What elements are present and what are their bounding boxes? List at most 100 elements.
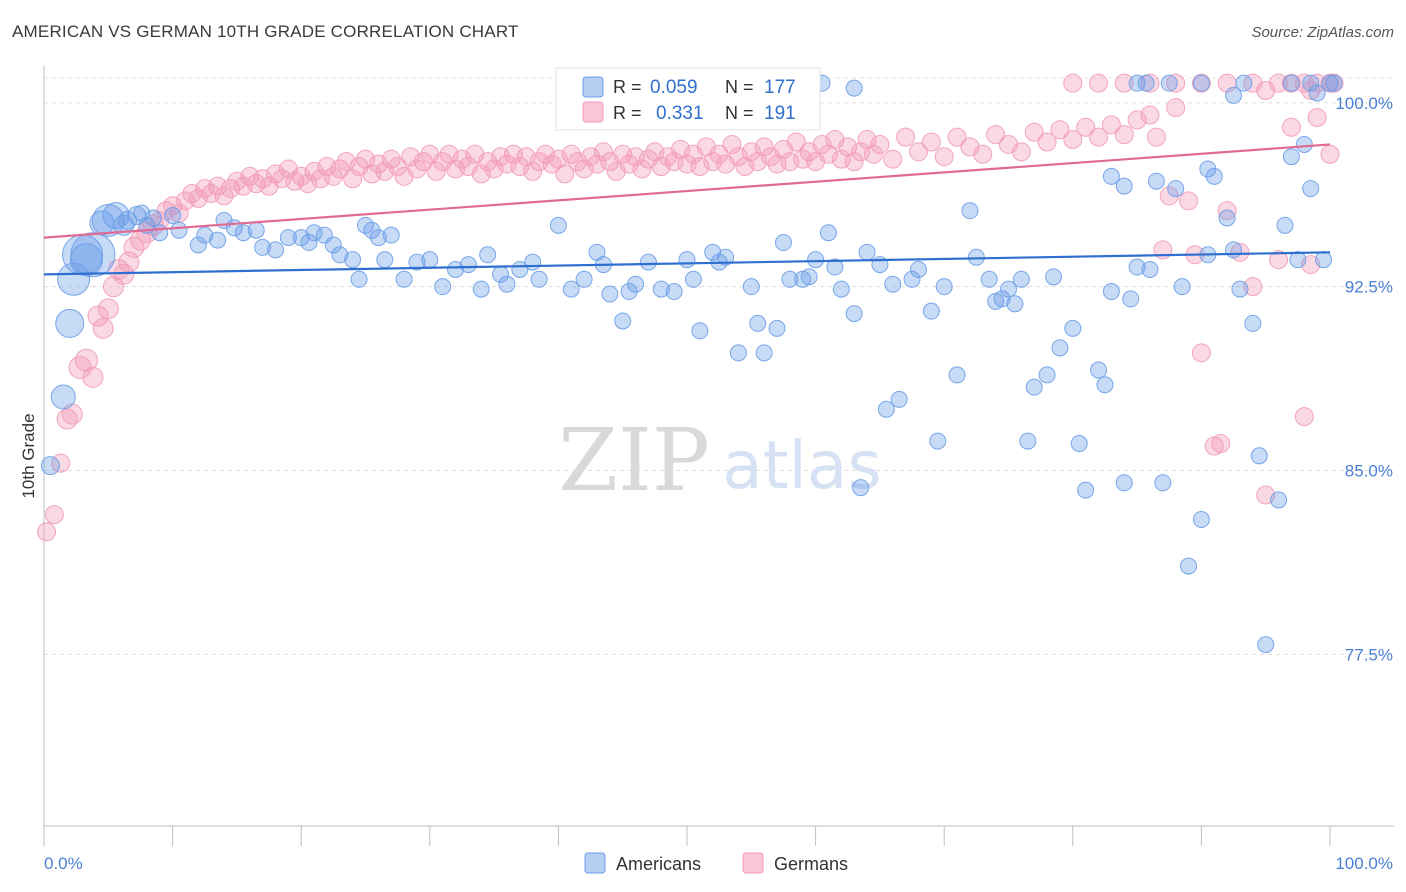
point-americans (903, 270, 921, 288)
point-americans (1199, 160, 1217, 178)
stats-n-label-americans: N = (725, 77, 754, 97)
point-americans (852, 479, 870, 497)
stats-legend: R = 0.059 N = 177 R = 0.331 N = 191 (555, 67, 821, 131)
point-germans (1217, 201, 1237, 221)
point-germans (973, 144, 993, 164)
point-germans (1101, 115, 1121, 135)
point-americans (575, 270, 593, 288)
watermark-zip: ZIP (558, 411, 710, 511)
point-americans (331, 246, 349, 264)
point-americans (1231, 280, 1249, 298)
point-americans (877, 400, 895, 418)
point-americans (1019, 432, 1037, 450)
point-americans (1270, 491, 1288, 509)
point-germans (478, 152, 498, 172)
point-americans (1006, 295, 1024, 313)
point-americans (395, 270, 413, 288)
point-americans (472, 280, 490, 298)
point-americans (434, 278, 452, 296)
point-americans (1250, 447, 1268, 465)
point-germans (1146, 127, 1166, 147)
stats-n-value-americans: 177 (764, 77, 796, 98)
point-americans (961, 202, 979, 220)
point-americans (209, 231, 227, 249)
point-americans (1115, 474, 1133, 492)
point-germans (1050, 120, 1070, 140)
point-americans (768, 319, 786, 337)
point-germans (561, 144, 581, 164)
point-germans (863, 144, 883, 164)
point-germans (555, 164, 575, 184)
point-germans (883, 149, 903, 169)
stats-r-label-germans: R = (613, 103, 642, 123)
stats-r-value-americans: 0.059 (650, 77, 698, 98)
point-americans (1160, 74, 1178, 92)
point-americans (1115, 177, 1133, 195)
point-americans (1137, 74, 1155, 92)
point-germans (593, 142, 613, 162)
point-americans (1077, 481, 1095, 499)
point-americans (118, 210, 138, 230)
point-germans (568, 152, 588, 172)
legend-label-americans: Americans (616, 854, 701, 874)
point-americans (684, 270, 702, 288)
point-americans (1012, 270, 1030, 288)
point-germans (413, 152, 433, 172)
point-americans (1141, 260, 1159, 278)
point-americans (993, 290, 1011, 308)
legend-label-germans: Germans (774, 854, 848, 874)
point-americans (601, 285, 619, 303)
point-germans (542, 154, 562, 174)
point-germans (1191, 73, 1211, 93)
point-germans (102, 276, 124, 298)
point-americans (832, 280, 850, 298)
stats-n-value-germans: 191 (764, 103, 796, 124)
point-americans (665, 283, 683, 301)
point-americans (562, 280, 580, 298)
point-americans (305, 224, 323, 242)
point-americans (530, 270, 548, 288)
stats-swatch-germans (582, 101, 604, 123)
point-americans (1321, 74, 1339, 92)
point-germans (921, 132, 941, 152)
point-americans (524, 253, 542, 271)
point-germans (986, 125, 1006, 145)
point-americans (1090, 361, 1108, 379)
point-americans (845, 305, 863, 323)
point-germans (1063, 73, 1083, 93)
point-germans (1114, 125, 1134, 145)
y-tick-label: 92.5% (1345, 278, 1393, 297)
point-americans (1173, 278, 1191, 296)
point-germans (291, 166, 311, 186)
point-germans (523, 161, 543, 181)
point-americans (691, 322, 709, 340)
point-americans (909, 260, 927, 278)
point-americans (781, 270, 799, 288)
point-americans (50, 384, 76, 410)
point-americans (479, 246, 497, 264)
point-germans (1301, 81, 1321, 101)
point-germans (214, 186, 234, 206)
point-americans (1122, 290, 1140, 308)
point-germans (82, 366, 104, 388)
point-germans (113, 263, 135, 285)
point-germans (1294, 407, 1314, 427)
point-americans (1257, 636, 1275, 654)
point-germans (44, 505, 64, 525)
point-americans (189, 236, 207, 254)
point-americans (1167, 180, 1185, 198)
point-americans (826, 258, 844, 276)
point-germans (632, 159, 652, 179)
point-americans (749, 314, 767, 332)
legend-swatch-americans (584, 852, 606, 874)
point-americans (324, 236, 342, 254)
point-germans (1243, 277, 1263, 297)
x-tick-label-max: 100.0% (1335, 854, 1393, 873)
point-americans (57, 262, 91, 296)
stats-swatch-americans (582, 76, 604, 98)
point-americans (929, 432, 947, 450)
point-americans (1064, 319, 1082, 337)
point-americans (1235, 74, 1253, 92)
point-germans (1179, 191, 1199, 211)
point-germans (574, 159, 594, 179)
